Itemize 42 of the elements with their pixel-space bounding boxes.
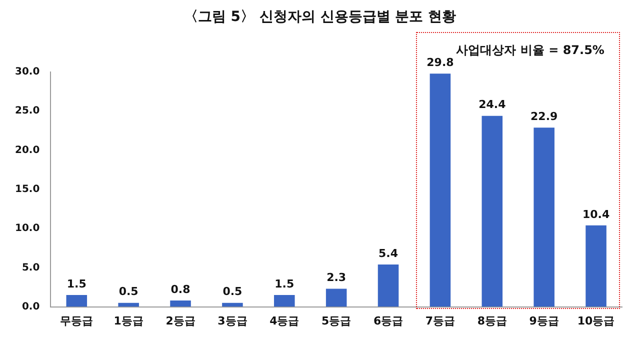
data-label: 0.8 xyxy=(170,282,190,296)
bar xyxy=(66,295,88,307)
bar xyxy=(586,225,606,307)
data-label: 0.5 xyxy=(118,285,138,298)
data-label: 22.9 xyxy=(530,110,558,123)
data-label: 5.4 xyxy=(378,246,398,260)
data-label: 24.4 xyxy=(478,98,506,112)
x-tick-label: 3등급 xyxy=(218,314,248,328)
x-tick-label: 5등급 xyxy=(322,314,352,328)
data-label: 2.3 xyxy=(326,271,346,284)
data-label: 0.5 xyxy=(222,285,242,298)
x-tick-label: 6등급 xyxy=(373,314,404,328)
y-tick-label: 30.0 xyxy=(14,66,40,78)
data-label: 10.4 xyxy=(582,208,610,221)
y-tick-label: 5.0 xyxy=(22,262,40,274)
x-tick-label: 2등급 xyxy=(166,314,196,328)
y-tick-label: 15.0 xyxy=(14,184,40,195)
bar xyxy=(118,302,139,307)
chart-title: 〈그림 5〉 신청자의 신용등급별 분포 현황 xyxy=(182,8,458,27)
bar xyxy=(222,302,243,307)
data-label: 29.8 xyxy=(426,56,454,69)
x-tick-label: 10등급 xyxy=(577,314,615,328)
x-tick-label: 1등급 xyxy=(114,314,144,328)
bar xyxy=(430,74,451,307)
y-tick-label: 25.0 xyxy=(14,106,40,117)
bar xyxy=(274,295,295,307)
text: 사업대상자 비율 = 87.5% xyxy=(456,42,604,59)
x-tick-label: 8등급 xyxy=(477,314,507,328)
x-tick-label: 7등급 xyxy=(425,314,456,328)
x-tick-label: 4등급 xyxy=(270,314,300,328)
bar xyxy=(326,288,347,307)
y-tick-label: 20.0 xyxy=(14,144,40,156)
y-tick-label: 0.0 xyxy=(22,301,40,312)
bar xyxy=(170,300,191,307)
x-tick-label: 무등급 xyxy=(60,314,94,328)
bar xyxy=(378,264,399,307)
x-tick-label: 9등급 xyxy=(529,314,559,328)
y-tick-label: 10.0 xyxy=(14,223,40,234)
bar xyxy=(482,116,503,307)
data-label: 1.5 xyxy=(66,277,86,290)
data-label: 1.5 xyxy=(274,277,294,290)
bar xyxy=(534,128,554,307)
